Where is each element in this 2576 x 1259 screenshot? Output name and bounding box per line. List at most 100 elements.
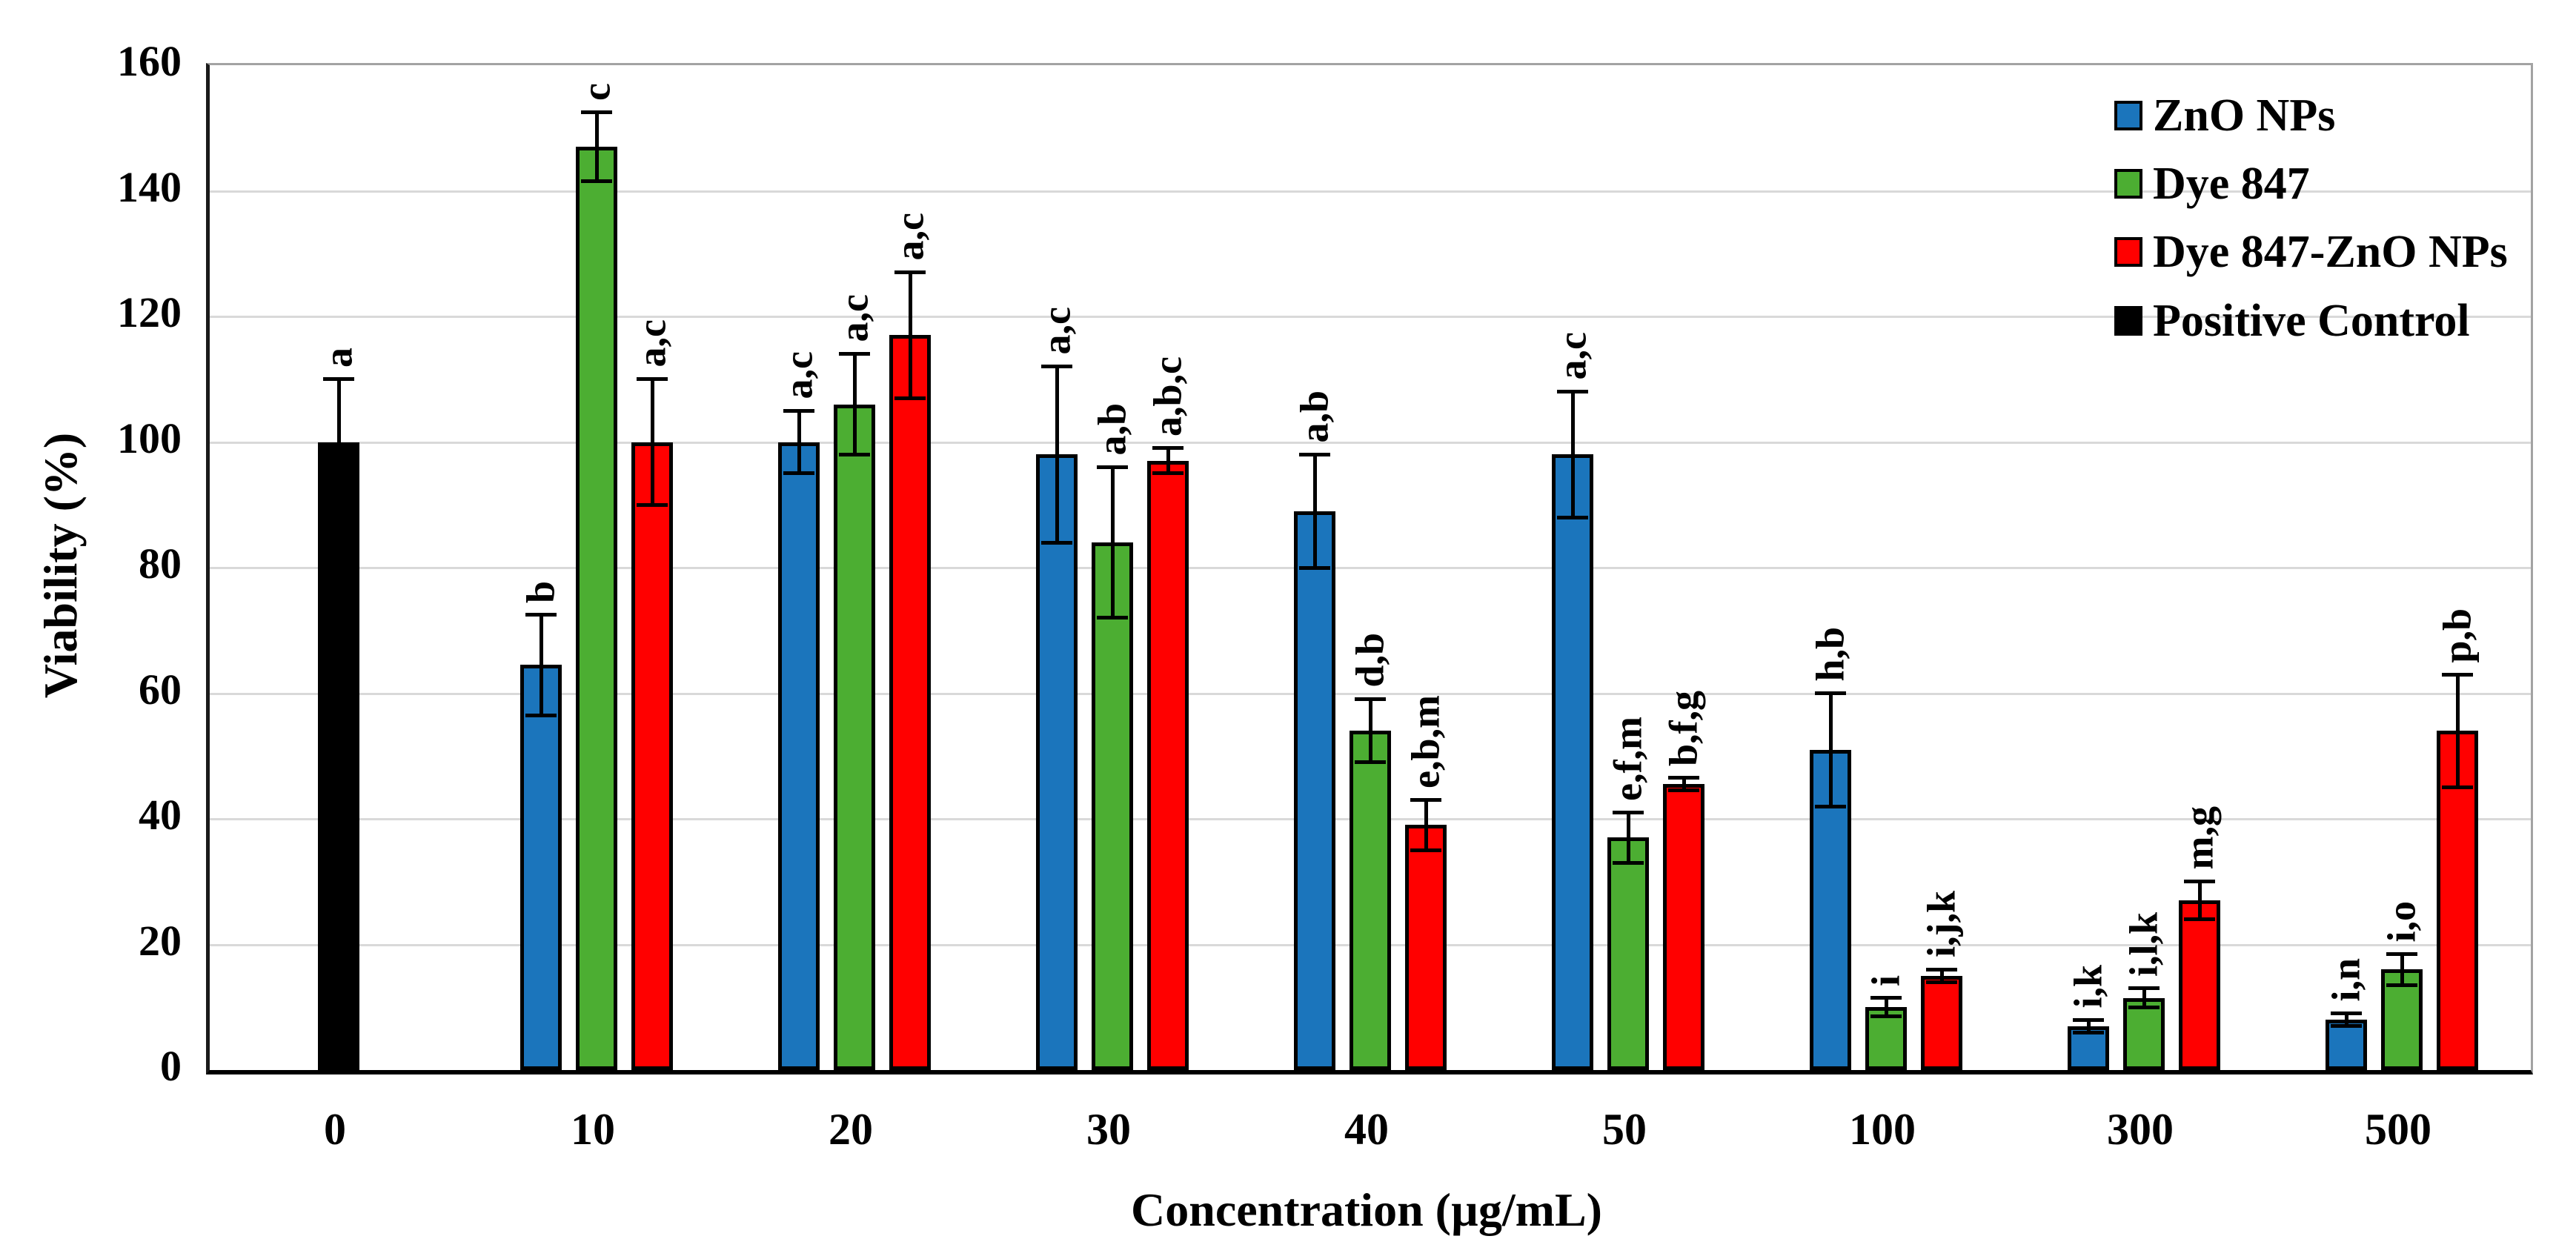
legend-item-positive-control: Positive Control	[2114, 296, 2508, 346]
significance-label: a,c	[629, 319, 674, 368]
error-bar	[2400, 954, 2404, 986]
significance-label: i,j,k	[1919, 891, 1964, 958]
error-bar-cap	[2184, 880, 2215, 884]
significance-label: p,b	[2434, 608, 2480, 663]
error-bar	[1828, 693, 1833, 807]
error-bar-cap	[1355, 760, 1386, 765]
error-bar-cap	[2128, 1005, 2160, 1009]
error-bar	[908, 272, 912, 399]
error-bar-cap	[2331, 1024, 2362, 1029]
error-bar-cap	[323, 377, 354, 382]
x-tick-label-500: 500	[2365, 1105, 2431, 1154]
gridline-y-60	[210, 692, 2531, 695]
error-bar	[1110, 467, 1115, 618]
error-bar-cap	[1557, 515, 1588, 519]
legend-item-dye-847: Dye 847	[2114, 159, 2508, 209]
significance-label: i,l,k	[2121, 911, 2166, 977]
significance-label: i	[1863, 974, 1908, 986]
error-bar-cap	[1097, 465, 1128, 469]
bar-zno-nps-20	[778, 442, 820, 1070]
y-tick-label-140: 140	[117, 162, 182, 211]
legend-swatch-icon	[2114, 305, 2142, 336]
error-bar-cap	[1041, 365, 1072, 369]
error-bar-cap	[894, 396, 926, 400]
x-tick-label-20: 20	[829, 1105, 873, 1154]
bar-dye-847-zno-nps-10	[631, 442, 673, 1070]
significance-label: i,k	[2065, 964, 2111, 1009]
error-bar-cap	[1152, 471, 1184, 476]
error-bar-cap	[1097, 616, 1128, 620]
legend-item-zno-nps: ZnO NPs	[2114, 90, 2508, 141]
error-bar-cap	[323, 502, 354, 507]
significance-label: a,b,c	[1145, 356, 1190, 436]
error-bar	[1368, 699, 1372, 763]
error-bar-cap	[2386, 983, 2417, 988]
significance-label: a,c	[831, 294, 877, 342]
error-bar-cap	[1041, 540, 1072, 545]
error-bar-cap	[525, 613, 557, 617]
error-bar	[1884, 997, 1888, 1017]
significance-label: e,f,m	[1605, 716, 1650, 801]
bar-dye-847-20	[834, 404, 875, 1070]
legend-label: Dye 847	[2153, 159, 2310, 210]
significance-label: b,f,g	[1661, 690, 1706, 766]
error-bar-cap	[1557, 390, 1588, 394]
error-bar-cap	[894, 270, 926, 275]
error-bar-cap	[1815, 804, 1846, 808]
error-bar	[1570, 391, 1575, 518]
significance-label: a,c	[776, 351, 821, 399]
bar-dye-847-zno-nps-50	[1663, 784, 1704, 1070]
error-bar-cap	[2386, 951, 2417, 956]
error-bar-cap	[1815, 691, 1846, 695]
plot-area: a b c a,c a,c a,c a,c a,c a,b a,b,c a,b d,b e,b,m a,c…	[206, 63, 2533, 1074]
error-bar-cap	[1613, 811, 1644, 815]
error-bar-cap	[2442, 785, 2473, 790]
significance-label: i,n	[2323, 958, 2368, 1002]
error-bar	[2197, 881, 2202, 920]
y-tick-label-120: 120	[117, 288, 182, 336]
error-bar-cap	[1410, 848, 1441, 852]
legend: ZnO NPs Dye 847 Dye 847-ZnO NPs Positive Co…	[2114, 90, 2508, 364]
x-tick-label-50: 50	[1602, 1105, 1647, 1154]
bar-dye-847-10	[576, 147, 617, 1070]
error-bar-cap	[1613, 860, 1644, 865]
y-tick-label-40: 40	[139, 791, 182, 839]
y-tick-label-0: 0	[160, 1042, 182, 1090]
error-bar-cap	[2128, 986, 2160, 991]
significance-label: a,b	[1089, 402, 1135, 456]
significance-label: a,b	[1292, 390, 1337, 443]
significance-label: d,b	[1347, 633, 1392, 688]
gridline-y-100	[210, 441, 2531, 444]
bar-dye-847-zno-nps-40	[1405, 825, 1447, 1070]
error-bar	[650, 379, 654, 505]
significance-label: m,g	[2177, 806, 2222, 870]
error-bar	[1424, 800, 1428, 851]
error-bar-cap	[1926, 967, 1957, 971]
significance-label: a,c	[1034, 307, 1079, 355]
bar-dye-847-zno-nps-20	[889, 335, 931, 1070]
x-tick-label-300: 300	[2107, 1105, 2174, 1154]
error-bar-cap	[2442, 672, 2473, 677]
y-tick-label-100: 100	[117, 413, 182, 462]
significance-label: a,c	[887, 213, 932, 261]
x-tick-label-0: 0	[324, 1105, 346, 1154]
error-bar-cap	[1870, 996, 1902, 1000]
significance-label: c	[574, 82, 619, 101]
bar-dye-847-50	[1607, 837, 1649, 1070]
error-bar-cap	[581, 110, 612, 115]
error-bar-cap	[1926, 980, 1957, 984]
error-bar-cap	[2073, 1030, 2104, 1034]
x-tick-label-100: 100	[1849, 1105, 1916, 1154]
significance-label: a	[316, 347, 361, 368]
x-axis-title: Concentration (µg/mL)	[1131, 1183, 1602, 1236]
error-bar	[336, 379, 341, 505]
error-bar-cap	[839, 452, 870, 456]
error-bar-cap	[1410, 798, 1441, 803]
error-bar-cap	[1355, 697, 1386, 702]
bar-dye-847-zno-nps-300	[2179, 900, 2220, 1070]
error-bar	[1166, 448, 1170, 474]
y-tick-label-80: 80	[139, 539, 182, 588]
x-tick-label-30: 30	[1086, 1105, 1131, 1154]
legend-item-dye-847-zno-nps: Dye 847-ZnO NPs	[2114, 227, 2508, 277]
error-bar-cap	[1668, 788, 1699, 793]
